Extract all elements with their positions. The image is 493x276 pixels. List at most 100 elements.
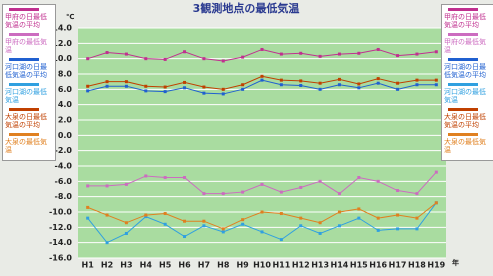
point — [86, 85, 89, 88]
y-tick-label: 8.0 — [58, 70, 73, 79]
plot-area — [78, 28, 446, 258]
point — [222, 88, 225, 91]
point — [106, 184, 109, 187]
point — [202, 57, 205, 60]
point — [280, 83, 283, 86]
point — [125, 221, 128, 224]
legend-label: 河口湖の日最低気温の平均 — [5, 63, 47, 79]
point — [280, 238, 283, 241]
legend-entry: 大泉の最低気温 — [444, 133, 492, 154]
point — [183, 50, 186, 53]
point — [280, 191, 283, 194]
point — [435, 50, 438, 53]
point — [164, 176, 167, 179]
x-tick-label: H2 — [101, 261, 113, 270]
point — [86, 184, 89, 187]
point — [106, 51, 109, 54]
point — [357, 176, 360, 179]
point — [106, 85, 109, 88]
point — [222, 92, 225, 95]
point — [357, 82, 360, 85]
point — [319, 180, 322, 183]
legend-label: 河口湖の最低気温 — [444, 88, 486, 104]
point — [86, 206, 89, 209]
point — [377, 77, 380, 80]
legend-entry: 河口湖の日最低気温の平均 — [5, 58, 53, 79]
point — [241, 88, 244, 91]
x-tick-label: H18 — [408, 261, 426, 270]
point — [415, 217, 418, 220]
point — [319, 88, 322, 91]
x-tick-label: H10 — [253, 261, 271, 270]
point — [299, 217, 302, 220]
point — [183, 220, 186, 223]
legend-swatch — [9, 58, 39, 61]
point — [241, 83, 244, 86]
point — [183, 81, 186, 84]
point — [415, 79, 418, 82]
point — [261, 75, 264, 78]
point — [202, 86, 205, 89]
point — [435, 83, 438, 86]
point — [415, 192, 418, 195]
point — [106, 241, 109, 244]
point — [125, 232, 128, 235]
legend-entry: 大泉の日最低気温の平均 — [5, 108, 53, 129]
y-tick-label: -10.0 — [49, 208, 72, 217]
legend-label: 大泉の最低気温 — [5, 138, 47, 154]
point — [396, 214, 399, 217]
point — [164, 223, 167, 226]
point — [144, 174, 147, 177]
point — [261, 230, 264, 233]
x-tick-label: H8 — [217, 261, 230, 270]
legend-label: 大泉の日最低気温の平均 — [444, 113, 486, 129]
legend-label: 河口湖の最低気温 — [5, 88, 47, 104]
x-tick-label: H7 — [198, 261, 210, 270]
point — [396, 88, 399, 91]
legend-swatch — [9, 83, 39, 86]
y-tick-label: -12.0 — [49, 223, 72, 232]
point — [125, 85, 128, 88]
y-tick-label: 0.0 — [58, 131, 73, 140]
point — [164, 58, 167, 61]
legend: 甲府の日最低気温の平均甲府の最低気温河口湖の日最低気温の平均河口湖の最低気温大泉… — [441, 4, 493, 161]
point — [164, 86, 167, 89]
legend-swatch — [448, 58, 478, 61]
point — [357, 52, 360, 55]
screen: 3観測地点の最低気温 ℃ 年 14.012.010.08.06.04.02.00… — [0, 0, 493, 276]
point — [396, 82, 399, 85]
point — [261, 48, 264, 51]
point — [435, 79, 438, 82]
legend-label: 大泉の日最低気温の平均 — [5, 113, 47, 129]
point — [86, 217, 89, 220]
point — [338, 211, 341, 214]
point — [396, 54, 399, 57]
point — [299, 79, 302, 82]
x-tick-label: H16 — [369, 261, 387, 270]
point — [377, 217, 380, 220]
legend-label: 甲府の最低気温 — [5, 38, 47, 54]
point — [357, 217, 360, 220]
point — [125, 53, 128, 56]
point — [106, 214, 109, 217]
legend-swatch — [448, 83, 478, 86]
legend-entry: 甲府の最低気温 — [5, 33, 53, 54]
x-tick-label: H5 — [159, 261, 172, 270]
x-tick-label: H19 — [427, 261, 445, 270]
point — [299, 224, 302, 227]
point — [86, 57, 89, 60]
point — [202, 92, 205, 95]
x-tick-label: H14 — [331, 261, 349, 270]
legend-swatch — [448, 133, 478, 136]
legend-swatch — [448, 8, 478, 11]
point — [280, 53, 283, 56]
legend-entry: 甲府の最低気温 — [444, 33, 492, 54]
point — [222, 230, 225, 233]
legend-swatch — [9, 133, 39, 136]
y-unit: ℃ — [66, 13, 74, 21]
y-tick-label: -2.0 — [55, 146, 73, 155]
legend-entry: 河口湖の最低気温 — [5, 83, 53, 104]
legend-entry: 大泉の最低気温 — [5, 133, 53, 154]
legend-swatch — [9, 8, 39, 11]
y-tick-label: 6.0 — [58, 85, 73, 94]
